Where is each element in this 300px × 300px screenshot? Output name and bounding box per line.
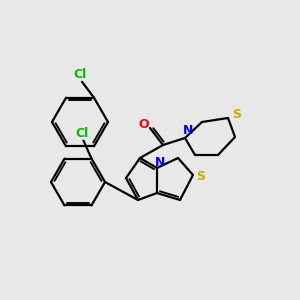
Text: N: N [155, 155, 165, 169]
Text: O: O [139, 118, 149, 130]
Text: Cl: Cl [76, 127, 89, 140]
Text: Cl: Cl [74, 68, 87, 81]
Text: N: N [183, 124, 193, 137]
Text: S: S [232, 109, 242, 122]
Text: S: S [196, 169, 206, 182]
